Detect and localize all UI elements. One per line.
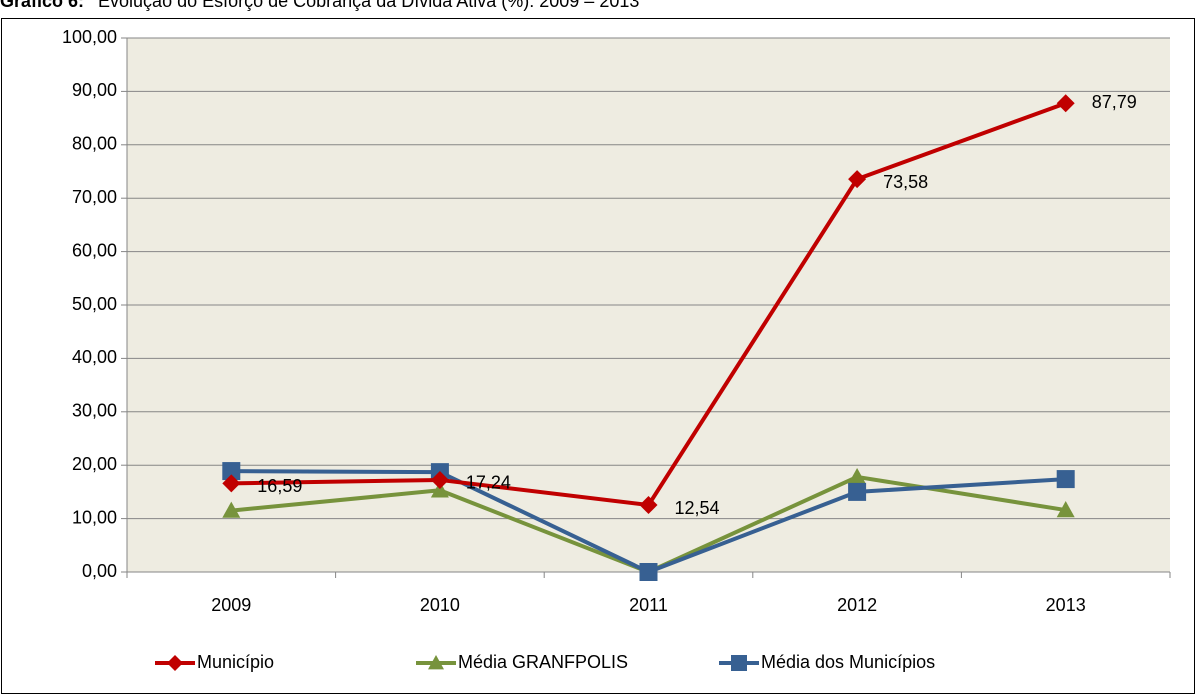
y-tick-label: 70,00: [72, 187, 117, 207]
marker: [222, 462, 241, 481]
y-tick-label: 40,00: [72, 347, 117, 367]
marker: [222, 474, 241, 493]
marker: [428, 655, 444, 670]
y-tick-label: 60,00: [72, 240, 117, 260]
chart-title: Gráfico 6: Evolução do Esforço de Cobranç…: [0, 0, 639, 11]
data-label: 73,58: [883, 172, 928, 192]
marker: [1056, 501, 1075, 518]
legend-label: Média dos Municípios: [761, 652, 935, 672]
y-tick-label: 10,00: [72, 507, 117, 527]
title-text: Evolução do Esforço de Cobrança da Dívid…: [98, 0, 639, 11]
marker: [848, 170, 867, 189]
legend-label: Município: [197, 652, 274, 672]
x-tick-label: 2009: [211, 595, 251, 615]
x-tick-label: 2010: [420, 595, 460, 615]
y-tick-label: 100,00: [62, 27, 117, 47]
y-tick-label: 30,00: [72, 401, 117, 421]
x-tick-label: 2013: [1046, 595, 1086, 615]
y-tick-label: 80,00: [72, 134, 117, 154]
marker: [1056, 94, 1075, 113]
marker: [639, 496, 658, 515]
data-label: 12,54: [675, 498, 720, 518]
marker: [1056, 470, 1075, 489]
marker: [167, 655, 183, 671]
y-tick-label: 0,00: [82, 561, 117, 581]
marker: [731, 655, 747, 671]
legend-label: Média GRANFPOLIS: [458, 652, 628, 672]
marker: [639, 563, 658, 581]
marker: [222, 501, 241, 518]
data-label: 87,79: [1092, 92, 1137, 112]
x-tick-label: 2012: [837, 595, 877, 615]
x-tick-label: 2011: [629, 595, 668, 615]
figure-label: Gráfico 6:: [0, 0, 84, 11]
marker: [848, 467, 867, 485]
marker: [430, 470, 449, 489]
y-tick-label: 20,00: [72, 454, 117, 474]
data-label: 16,59: [257, 476, 302, 496]
marker: [430, 481, 449, 498]
data-label: 17,24: [466, 473, 511, 493]
marker: [848, 482, 867, 501]
y-tick-label: 50,00: [72, 294, 117, 314]
y-tick-label: 90,00: [72, 80, 117, 100]
